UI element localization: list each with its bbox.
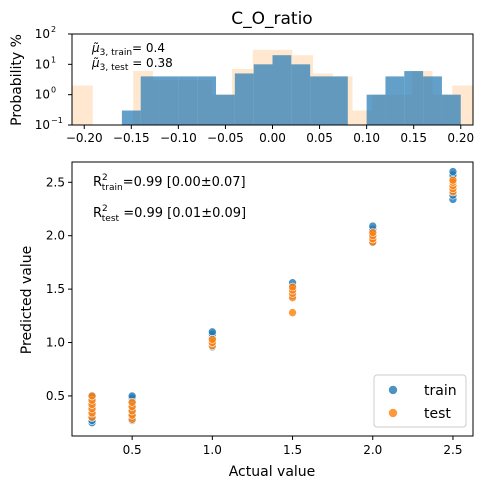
r2-test-value: =0.99 [0.01±0.09] bbox=[119, 206, 246, 221]
hist-bar-train-1 bbox=[140, 76, 160, 125]
scatter-frame bbox=[71, 161, 474, 437]
hist-bar-train-6 bbox=[234, 73, 254, 125]
scatter-y-ticks: 0.5 1.0 1.5 2.0 2.5 bbox=[46, 175, 72, 403]
scatter-ylabel: Predicted value bbox=[19, 246, 35, 354]
scatter-xtick-label: 2.0 bbox=[363, 443, 382, 457]
hist-bar-train-13 bbox=[366, 94, 386, 125]
legend-marker-train bbox=[388, 385, 398, 395]
histogram-ylabel: Probability % bbox=[9, 34, 25, 126]
point-test-5 bbox=[87, 391, 97, 401]
point-test-10 bbox=[127, 398, 137, 407]
r2-train-symbol: R bbox=[93, 175, 102, 190]
scatter-legend: train test bbox=[373, 374, 467, 428]
hist-bar-train-16 bbox=[423, 76, 442, 125]
hist-bar-train-11 bbox=[328, 76, 348, 125]
median-test-value: = 0.38 bbox=[128, 56, 172, 70]
hist-ytick-label: 10 bbox=[35, 57, 50, 71]
hist-ytick-exponent: 2 bbox=[51, 25, 56, 34]
hist-bar-train-4 bbox=[197, 76, 217, 125]
hist-ytick-label: 10 bbox=[35, 118, 50, 132]
hist-xtick-label: 0.05 bbox=[306, 131, 333, 145]
scatter-ytick-label: 1.5 bbox=[46, 282, 65, 296]
hist-xtick-label: −0.20 bbox=[66, 131, 103, 145]
hist-xtick-label: 0.00 bbox=[259, 131, 286, 145]
hist-bar-train-10 bbox=[310, 76, 329, 125]
scatter-xlabel: Actual value bbox=[229, 464, 316, 480]
hist-bar-train-3 bbox=[178, 76, 198, 125]
r2-test-superscript: 2 bbox=[102, 204, 108, 214]
histogram-x-ticks: −0.20 −0.15 −0.10 −0.05 0.00 0.05 0.10 0.15 0.20 bbox=[66, 125, 474, 145]
hist-bar-train-9 bbox=[291, 64, 311, 125]
median-test-subscript: 3, test bbox=[100, 63, 129, 73]
hist-ytick-exponent: 1 bbox=[51, 55, 56, 64]
point-test-14 bbox=[288, 308, 297, 317]
scatter-ytick-label: 0.5 bbox=[46, 389, 65, 403]
r2-train-subscript: train bbox=[102, 183, 123, 193]
hist-bar-train-15 bbox=[404, 71, 424, 125]
r2-train-superscript: 2 bbox=[102, 173, 108, 183]
hist-xtick-label: 0.15 bbox=[400, 131, 427, 145]
hist-ytick-exponent: −1 bbox=[51, 116, 63, 125]
point-test-18 bbox=[288, 282, 297, 292]
median-test-symbol: μ̃ bbox=[91, 56, 100, 70]
hist-bar-train-14 bbox=[385, 76, 405, 125]
point-train-41 bbox=[448, 167, 458, 176]
r2-test-annotation: R2 test =0.99 [0.01±0.09] bbox=[93, 204, 246, 224]
median-annotation-test: μ̃3, test = 0.38 bbox=[91, 56, 173, 73]
r2-train-annotation: R2 train=0.99 [0.00±0.07] bbox=[93, 173, 246, 193]
scatter-points bbox=[87, 167, 458, 427]
hist-bar-train-7 bbox=[253, 64, 273, 125]
point-test-27 bbox=[448, 175, 458, 185]
hist-xtick-label: −0.10 bbox=[160, 131, 197, 145]
hist-bar-train-0 bbox=[121, 110, 141, 125]
scatter-ytick-label: 2.0 bbox=[46, 229, 65, 243]
hist-xtick-label: 0.10 bbox=[353, 131, 380, 145]
hist-bar-train-8 bbox=[272, 55, 292, 126]
r2-train-value: =0.99 [0.00±0.07] bbox=[123, 175, 246, 190]
svg-text:μ̃3, test = 0.38: μ̃3, test = 0.38 bbox=[91, 56, 173, 73]
histogram-title: C_O_ratio bbox=[231, 9, 312, 29]
hist-bar-train-5 bbox=[216, 94, 235, 125]
hist-ytick-label: 10 bbox=[35, 88, 50, 102]
scatter-xtick-label: 1.0 bbox=[203, 443, 222, 457]
histogram-bars bbox=[72, 49, 473, 126]
point-train-22 bbox=[208, 327, 217, 337]
point-test-22 bbox=[368, 228, 378, 237]
hist-ytick-label: 10 bbox=[35, 27, 50, 41]
point-test-13 bbox=[208, 335, 217, 344]
scatter-xtick-label: 0.5 bbox=[123, 443, 142, 457]
median-annotation-train: μ̃3, train= 0.4 bbox=[91, 41, 165, 58]
legend-label-train: train bbox=[424, 383, 457, 399]
legend-label-test: test bbox=[424, 406, 451, 422]
histogram-panel: C_O_ratio Probability % −0.20 −0.15 −0.10−… bbox=[9, 9, 474, 145]
hist-bar-test-0 bbox=[72, 85, 93, 125]
scatter-xtick-label: 1.5 bbox=[283, 443, 302, 457]
hist-xtick-label: 0.20 bbox=[447, 131, 474, 145]
scatter-panel: Predicted value Actual value 0.5 1.0 1.5 2.… bbox=[19, 161, 474, 480]
median-train-value: = 0.4 bbox=[132, 41, 165, 55]
hist-bar-train-17 bbox=[441, 94, 461, 125]
hist-xtick-label: −0.15 bbox=[113, 131, 150, 145]
r2-test-symbol: R bbox=[93, 206, 102, 221]
scatter-x-ticks: 0.5 1.0 1.5 2.0 2.5 bbox=[123, 436, 462, 457]
median-train-subscript: 3, train bbox=[100, 48, 132, 58]
median-train-symbol: μ̃ bbox=[91, 41, 100, 55]
hist-bar-train-2 bbox=[159, 76, 179, 125]
scatter-ytick-label: 2.5 bbox=[46, 175, 65, 189]
scatter-ytick-label: 1.0 bbox=[46, 336, 65, 350]
hist-xtick-label: −0.05 bbox=[207, 131, 244, 145]
scatter-xtick-label: 2.5 bbox=[443, 443, 462, 457]
legend-marker-test bbox=[388, 408, 398, 418]
r2-test-subscript: test bbox=[102, 214, 120, 224]
hist-ytick-exponent: 0 bbox=[51, 86, 56, 95]
svg-text:μ̃3, train= 0.4: μ̃3, train= 0.4 bbox=[91, 41, 165, 58]
